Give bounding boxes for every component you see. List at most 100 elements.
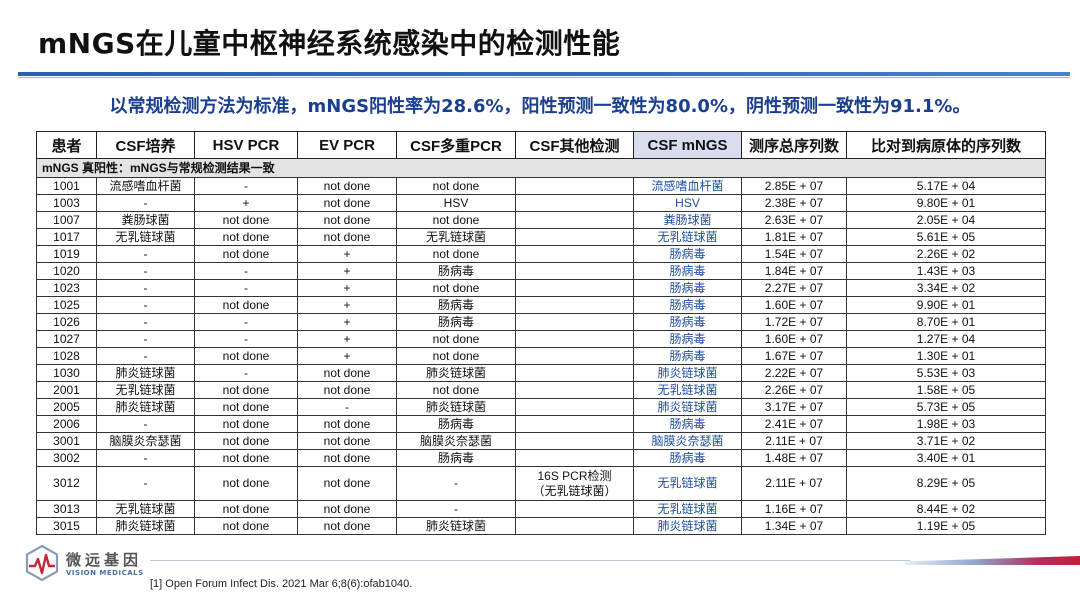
table-row: 1020- - + 肠病毒 肠病毒 1.84E + 07 1.43E + 03 <box>36 262 1046 280</box>
cell-csf-mngs: 肠病毒 <box>633 330 742 348</box>
table-row: 2001 无乳链球菌 not done not done not done 无乳链球菌 2.… <box>36 381 1046 399</box>
cell-csf-other-tests <box>515 517 634 535</box>
cell-ev-pcr: not done <box>297 500 397 518</box>
cell-total-reads: 2.26E + 07 <box>741 381 847 399</box>
cell-total-reads: 1.34E + 07 <box>741 517 847 535</box>
cell-hsv-pcr: not done <box>194 500 298 518</box>
cell-csf-mngs: 肠病毒 <box>633 415 742 433</box>
table-row: 1025- not done + 肠病毒 肠病毒 1.60E + 07 9.90E + 01 <box>36 296 1046 314</box>
footer-divider <box>150 560 910 561</box>
cell-hsv-pcr: - <box>194 364 298 382</box>
header-csf-culture: CSF培养 <box>96 131 195 159</box>
cell-multiline-text: 16S PCR检测 （无乳链球菌） <box>532 468 617 498</box>
cell-csf-mngs: 肠病毒 <box>633 347 742 365</box>
cell-ev-pcr: + <box>297 262 397 280</box>
table-row: 3013 无乳链球菌 not done not done - 无乳链球菌 1.16E + 0… <box>36 500 1046 518</box>
cell-ev-pcr: + <box>297 330 397 348</box>
cell-patient-id: 3001 <box>36 432 97 450</box>
cell-csf-mngs: HSV <box>633 194 742 212</box>
table-row: 2006- not done not done 肠病毒 肠病毒 2.41E + 07 1.9… <box>36 415 1046 433</box>
cell-pathogen-reads: 1.58E + 05 <box>846 381 1046 399</box>
cell-csf-mngs: 肺炎链球菌 <box>633 517 742 535</box>
cell-pathogen-reads: 1.27E + 04 <box>846 330 1046 348</box>
cell-csf-mngs: 肠病毒 <box>633 245 742 263</box>
table-row: 1007 粪肠球菌 not done not done not done 粪肠球菌 2.63… <box>36 211 1046 229</box>
cell-csf-culture: 无乳链球菌 <box>96 381 195 399</box>
cell-total-reads: 1.81E + 07 <box>741 228 847 246</box>
cell-csf-other-tests <box>515 313 634 331</box>
cell-patient-id: 2005 <box>36 398 97 416</box>
cell-patient-id: 1007 <box>36 211 97 229</box>
cell-total-reads: 1.72E + 07 <box>741 313 847 331</box>
cell-csf-multiplex-pcr: - <box>396 466 516 501</box>
table-row: 1027- - + not done 肠病毒 1.60E + 07 1.27E + 04 <box>36 330 1046 348</box>
cell-csf-other-tests <box>515 330 634 348</box>
cell-csf-mngs: 肠病毒 <box>633 449 742 467</box>
cell-pathogen-reads: 2.05E + 04 <box>846 211 1046 229</box>
cell-total-reads: 2.41E + 07 <box>741 415 847 433</box>
section-row-true-positive: mNGS 真阳性：mNGS与常规检测结果一致 <box>36 158 1046 178</box>
cell-pathogen-reads: 9.80E + 01 <box>846 194 1046 212</box>
table-row: 1003- + not done HSV HSV 2.38E + 07 9.80E + 01 <box>36 194 1046 212</box>
cell-patient-id: 1028 <box>36 347 97 365</box>
table-row: 1017 无乳链球菌 not done not done 无乳链球菌 无乳链球菌 1.81E… <box>36 228 1046 246</box>
cell-csf-mngs: 肠病毒 <box>633 262 742 280</box>
cell-csf-mngs: 粪肠球菌 <box>633 211 742 229</box>
cell-csf-other-tests: 16S PCR检测 （无乳链球菌） <box>515 466 634 501</box>
cell-csf-other-tests <box>515 415 634 433</box>
cell-hsv-pcr: not done <box>194 347 298 365</box>
cell-pathogen-reads: 1.19E + 05 <box>846 517 1046 535</box>
cell-patient-id: 2001 <box>36 381 97 399</box>
cell-csf-mngs: 肺炎链球菌 <box>633 364 742 382</box>
cell-total-reads: 1.16E + 07 <box>741 500 847 518</box>
cell-ev-pcr: + <box>297 279 397 297</box>
cell-ev-pcr: not done <box>297 517 397 535</box>
cell-patient-id: 1019 <box>36 245 97 263</box>
cell-total-reads: 1.84E + 07 <box>741 262 847 280</box>
cell-patient-id: 1030 <box>36 364 97 382</box>
cell-csf-other-tests <box>515 364 634 382</box>
cell-csf-culture: 粪肠球菌 <box>96 211 195 229</box>
cell-patient-id: 2006 <box>36 415 97 433</box>
header-csf-other-tests: CSF其他检测 <box>515 131 634 159</box>
table-row: 3001 脑膜炎奈瑟菌 not done not done 脑膜炎奈瑟菌 脑膜炎奈瑟菌 2.… <box>36 432 1046 450</box>
cell-csf-multiplex-pcr: not done <box>396 177 516 195</box>
cell-csf-culture: - <box>96 466 195 501</box>
cell-patient-id: 1026 <box>36 313 97 331</box>
cell-ev-pcr: - <box>297 398 397 416</box>
cell-hsv-pcr: not done <box>194 228 298 246</box>
cell-pathogen-reads: 3.34E + 02 <box>846 279 1046 297</box>
cell-hsv-pcr: not done <box>194 517 298 535</box>
cell-pathogen-reads: 5.53E + 03 <box>846 364 1046 382</box>
cell-csf-other-tests <box>515 228 634 246</box>
cell-hsv-pcr: not done <box>194 245 298 263</box>
cell-csf-culture: - <box>96 296 195 314</box>
cell-csf-culture: - <box>96 415 195 433</box>
table-row: 1026- - + 肠病毒 肠病毒 1.72E + 07 8.70E + 01 <box>36 313 1046 331</box>
cell-hsv-pcr: - <box>194 313 298 331</box>
cell-patient-id: 1025 <box>36 296 97 314</box>
cell-csf-culture: 流感嗜血杆菌 <box>96 177 195 195</box>
vision-medicals-logo-icon <box>25 545 59 581</box>
cell-total-reads: 1.54E + 07 <box>741 245 847 263</box>
cell-patient-id: 3012 <box>36 466 97 501</box>
cell-total-reads: 2.38E + 07 <box>741 194 847 212</box>
cell-patient-id: 1017 <box>36 228 97 246</box>
cell-pathogen-reads: 5.73E + 05 <box>846 398 1046 416</box>
cell-hsv-pcr: - <box>194 279 298 297</box>
cell-hsv-pcr: - <box>194 177 298 195</box>
cell-hsv-pcr: not done <box>194 211 298 229</box>
cell-ev-pcr: not done <box>297 177 397 195</box>
cell-ev-pcr: + <box>297 347 397 365</box>
cell-ev-pcr: not done <box>297 449 397 467</box>
mngs-results-table: 患者 CSF培养 HSV PCR EV PCR CSF多重PCR CSF其他检测… <box>36 131 1046 535</box>
cell-ev-pcr: not done <box>297 228 397 246</box>
cell-csf-multiplex-pcr: 肠病毒 <box>396 449 516 467</box>
company-logo: 微远基因 VISION MEDICALS <box>24 545 174 585</box>
cell-hsv-pcr: not done <box>194 415 298 433</box>
cell-hsv-pcr: - <box>194 262 298 280</box>
cell-hsv-pcr: - <box>194 330 298 348</box>
table-row: 1023- - + not done 肠病毒 2.27E + 07 3.34E + 02 <box>36 279 1046 297</box>
cell-csf-multiplex-pcr: not done <box>396 211 516 229</box>
cell-csf-culture: - <box>96 194 195 212</box>
